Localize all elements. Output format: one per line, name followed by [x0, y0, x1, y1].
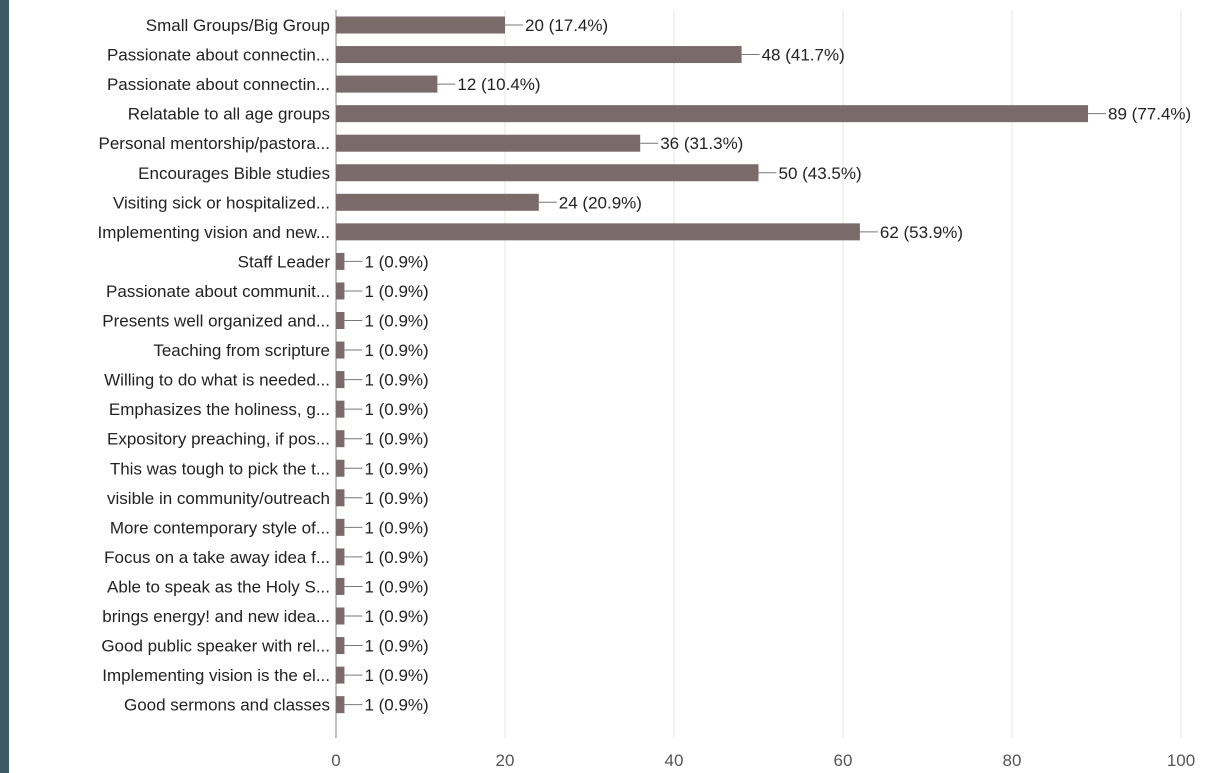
- value-label: 1 (0.9%): [364, 400, 428, 419]
- bar: [336, 46, 742, 64]
- value-label: 12 (10.4%): [457, 75, 540, 94]
- category-label: Implementing vision is the el...: [102, 666, 330, 685]
- bar: [336, 548, 345, 566]
- category-label: This was tough to pick the t...: [110, 459, 330, 478]
- value-label: 1 (0.9%): [364, 489, 428, 508]
- bar: [336, 459, 345, 477]
- value-label: 48 (41.7%): [762, 46, 845, 65]
- x-tick-label: 40: [665, 751, 684, 770]
- value-label: 50 (43.5%): [779, 164, 862, 183]
- value-label: 1 (0.9%): [364, 637, 428, 656]
- category-label: More contemporary style of...: [110, 518, 330, 537]
- bar: [336, 282, 345, 300]
- bar: [336, 430, 345, 448]
- category-label: Passionate about connectin...: [107, 75, 330, 94]
- category-label: Teaching from scripture: [153, 341, 330, 360]
- value-label: 36 (31.3%): [660, 134, 743, 153]
- value-label: 1 (0.9%): [364, 341, 428, 360]
- category-label: Good sermons and classes: [124, 696, 330, 715]
- value-label: 1 (0.9%): [364, 548, 428, 567]
- bar: [336, 16, 505, 34]
- left-edge-strip: [0, 0, 9, 773]
- category-label: Able to speak as the Holy S...: [107, 577, 330, 596]
- bar: [336, 400, 345, 418]
- value-label: 1 (0.9%): [364, 696, 428, 715]
- value-label: 89 (77.4%): [1108, 105, 1191, 124]
- value-label: 1 (0.9%): [364, 607, 428, 626]
- value-label: 1 (0.9%): [364, 666, 428, 685]
- value-label: 62 (53.9%): [880, 223, 963, 242]
- category-label: visible in community/outreach: [107, 489, 330, 508]
- value-label: 1 (0.9%): [364, 459, 428, 478]
- bar: [336, 666, 345, 684]
- bar: [336, 252, 345, 270]
- value-label: 1 (0.9%): [364, 282, 428, 301]
- category-label: Personal mentorship/pastora...: [98, 134, 330, 153]
- bar: [336, 341, 345, 359]
- bar: [336, 518, 345, 536]
- x-tick-label: 20: [496, 751, 515, 770]
- bar: [336, 105, 1089, 123]
- bar: [336, 75, 438, 93]
- category-label: Good public speaker with rel...: [101, 637, 330, 656]
- category-label: Expository preaching, if pos...: [107, 430, 330, 449]
- category-label: Encourages Bible studies: [138, 164, 330, 183]
- bar: [336, 134, 641, 152]
- category-label: Passionate about communit...: [106, 282, 330, 301]
- bar: [336, 193, 539, 211]
- value-label: 1 (0.9%): [364, 371, 428, 390]
- value-label: 20 (17.4%): [525, 16, 608, 35]
- bar: [336, 223, 860, 241]
- bar: [336, 607, 345, 625]
- category-label: Passionate about connectin...: [107, 46, 330, 65]
- category-label: Small Groups/Big Group: [146, 16, 330, 35]
- bar: [336, 164, 759, 182]
- category-label: Focus on a take away idea f...: [104, 548, 330, 567]
- value-label: 1 (0.9%): [364, 252, 428, 271]
- value-label: 1 (0.9%): [364, 312, 428, 331]
- category-label: Visiting sick or hospitalized...: [113, 193, 330, 212]
- category-label: Presents well organized and...: [102, 312, 330, 331]
- x-tick-label: 100: [1167, 751, 1195, 770]
- category-label: Emphasizes the holiness, g...: [109, 400, 330, 419]
- category-label: Willing to do what is needed...: [104, 371, 330, 390]
- x-tick-label: 0: [331, 751, 340, 770]
- bar: [336, 577, 345, 595]
- x-tick-label: 80: [1003, 751, 1022, 770]
- bar: [336, 371, 345, 389]
- category-label: Implementing vision and new...: [98, 223, 330, 242]
- value-label: 1 (0.9%): [364, 577, 428, 596]
- value-label: 24 (20.9%): [559, 193, 642, 212]
- value-label: 1 (0.9%): [364, 518, 428, 537]
- bar: [336, 696, 345, 714]
- bar: [336, 637, 345, 655]
- bar: [336, 489, 345, 507]
- category-label: Relatable to all age groups: [128, 105, 330, 124]
- x-tick-label: 60: [834, 751, 853, 770]
- category-label: brings energy! and new idea...: [102, 607, 330, 626]
- bar: [336, 312, 345, 329]
- value-label: 1 (0.9%): [364, 430, 428, 449]
- category-label: Staff Leader: [238, 252, 331, 271]
